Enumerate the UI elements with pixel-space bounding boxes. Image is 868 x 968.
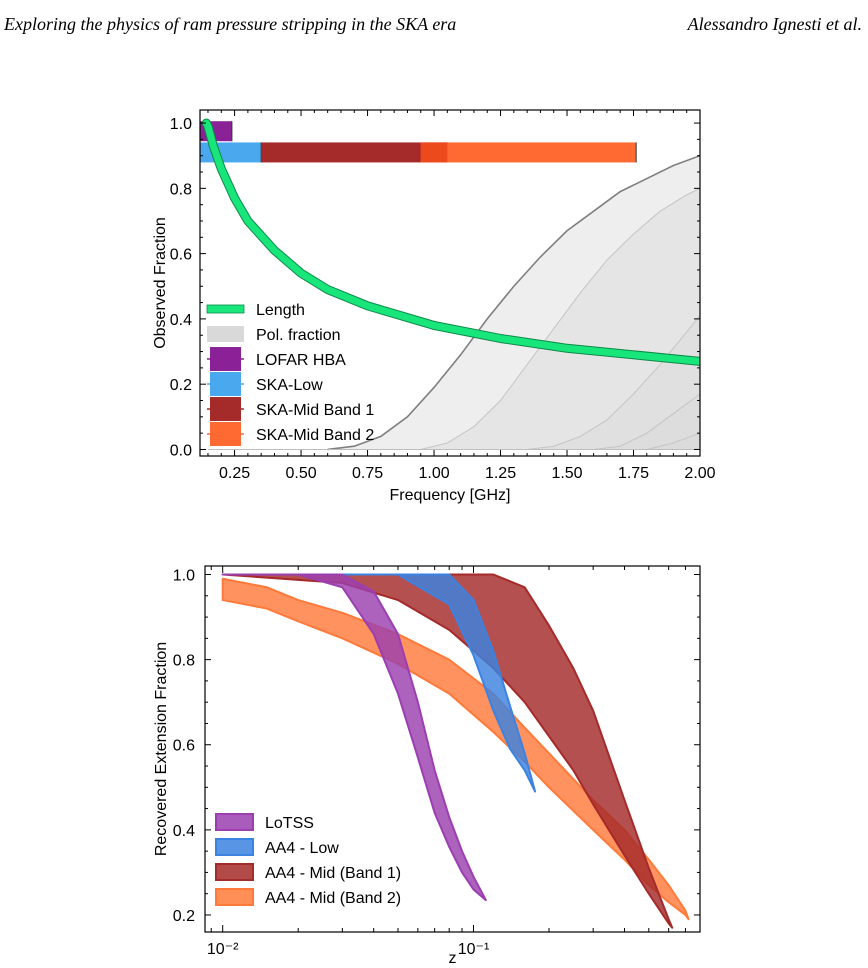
running-header-title: Exploring the physics of ram pressure st… <box>4 14 457 34</box>
chart1-frame <box>199 109 701 457</box>
running-header-author: Alessandro Ignesti et al. <box>687 14 862 34</box>
pol-fraction-curve <box>646 432 700 450</box>
x-tick-label: 1.75 <box>618 465 649 482</box>
y-tick-label: 0.0 <box>170 442 192 459</box>
series-band <box>221 573 487 902</box>
band-bar <box>261 142 448 163</box>
legend-length-label: Length <box>256 302 305 319</box>
pol-fraction-area <box>646 433 700 450</box>
x-tick-label: 1.50 <box>551 465 582 482</box>
band-bar <box>420 142 637 163</box>
pol-fraction-area <box>593 393 700 450</box>
y-tick-label: 1.0 <box>170 116 192 133</box>
y-tick-label: 1.0 <box>173 568 195 585</box>
legend-band-label: SKA-Mid Band 2 <box>256 427 374 444</box>
frequency-fraction-chart: 0.25 0.50 0.75 1.00 1.25 1.50 1.75 2.00 0.0 0.2 0.… <box>152 109 716 504</box>
x-axis-label: Frequency [GHz] <box>390 487 511 504</box>
x-tick-label: 10⁻² <box>207 941 239 958</box>
y-tick-label: 0.2 <box>170 377 192 394</box>
x-tick-label: 0.75 <box>352 465 383 482</box>
y-tick-label: 0.6 <box>170 247 192 264</box>
pol-fraction-area <box>527 315 700 450</box>
y-axis-label: Recovered Extension Fraction <box>153 642 170 856</box>
redshift-extension-chart: 10⁻² 10⁻¹ 0.2 0.4 0.6 0.8 1.0 z Recovered Extens… <box>153 565 701 967</box>
chart2-frame <box>204 565 701 933</box>
x-tick-label: 0.25 <box>219 465 250 482</box>
legend-series-label: AA4 - Mid (Band 2) <box>265 890 401 907</box>
pol-fraction-area <box>327 155 700 450</box>
pol-fraction-curve <box>327 154 700 451</box>
legend-length-swatch <box>206 304 245 314</box>
x-tick-label: 2.00 <box>684 465 715 482</box>
chart2-plot-area <box>221 573 690 929</box>
legend-band-label: SKA-Low <box>256 377 323 394</box>
x-axis-label: z <box>449 950 457 967</box>
legend-band-label: SKA-Mid Band 1 <box>256 402 374 419</box>
legend-series-label: LoTSS <box>265 815 314 832</box>
y-axis-label: Observed Fraction <box>152 217 169 349</box>
pol-fraction-area <box>420 188 700 450</box>
series-band <box>221 573 537 793</box>
y-tick-label: 0.4 <box>173 823 195 840</box>
x-tick-label: 1.00 <box>418 465 449 482</box>
length-curve <box>202 119 700 365</box>
y-tick-label: 0.8 <box>173 653 195 670</box>
y-tick-label: 0.2 <box>173 908 195 925</box>
chart1-plot-area <box>200 118 700 451</box>
pol-fraction-curve <box>420 187 700 450</box>
y-tick-label: 0.4 <box>170 312 192 329</box>
x-tick-label: 0.50 <box>285 465 316 482</box>
pol-fraction-curve <box>593 393 700 450</box>
y-tick-label: 0.6 <box>173 738 195 755</box>
legend-series-label: AA4 - Mid (Band 1) <box>265 865 401 882</box>
running-header: Exploring the physics of ram pressure st… <box>0 10 868 40</box>
legend-series-swatch <box>215 888 254 906</box>
legend-pol-label: Pol. fraction <box>256 327 340 344</box>
x-tick-label: 10⁻¹ <box>458 941 490 958</box>
legend-series-swatch <box>215 863 254 881</box>
legend-band-label: LOFAR HBA <box>256 352 346 369</box>
legend-series-label: AA4 - Low <box>265 840 339 857</box>
legend-series-swatch <box>215 838 254 856</box>
legend-series-swatch <box>215 813 254 831</box>
pol-fraction-curve <box>527 315 700 450</box>
y-tick-label: 0.8 <box>170 181 192 198</box>
legend-pol-swatch <box>207 326 244 342</box>
band-overlap <box>420 142 448 163</box>
x-tick-label: 1.25 <box>485 465 516 482</box>
